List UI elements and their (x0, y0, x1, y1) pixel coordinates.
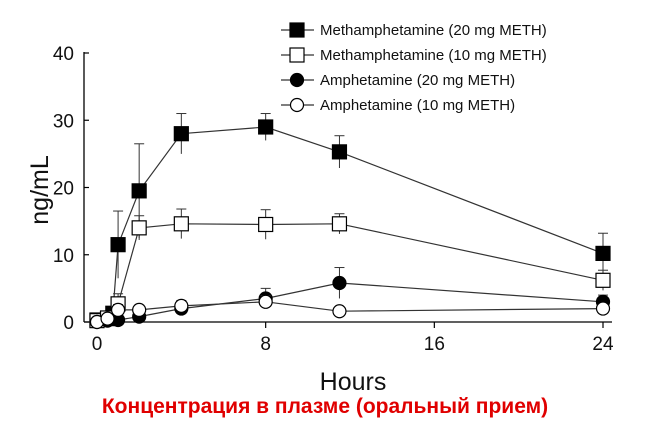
data-point (173, 216, 189, 232)
data-point (595, 272, 611, 288)
x-ticks: 0 8 16 24 (92, 322, 614, 355)
data-point (331, 144, 348, 160)
x-tick-label: 0 (92, 334, 103, 355)
y-tick-label: 10 (53, 246, 74, 267)
data-point (173, 126, 189, 142)
data-point (131, 220, 147, 236)
x-tick-label: 24 (592, 334, 614, 355)
series-line (96, 301, 604, 323)
y-ticks: 0 10 20 30 40 (53, 44, 89, 334)
legend-label: Methamphetamine (20 mg METH) (320, 22, 547, 39)
data-point (595, 245, 611, 262)
legend-label: Amphetamine (20 mg METH) (320, 72, 515, 89)
legend: Methamphetamine (20 mg METH) Methamphetam… (281, 22, 547, 114)
data-point (110, 237, 126, 253)
data-point (110, 302, 126, 317)
data-point (332, 275, 347, 291)
y-tick-label: 20 (53, 179, 74, 200)
x-tick-label: 8 (260, 334, 271, 355)
legend-marker (289, 22, 305, 38)
series-3 (89, 267, 611, 330)
y-tick-label: 30 (53, 111, 74, 132)
series-4 (89, 294, 611, 330)
legend-marker (289, 72, 305, 88)
data-point (595, 301, 611, 316)
data-point (331, 216, 348, 232)
data-point (131, 183, 147, 199)
x-tick-label: 16 (424, 334, 445, 355)
data-point (258, 216, 274, 233)
y-tick-label: 0 (63, 313, 74, 334)
data-point (258, 119, 274, 135)
data-point (174, 298, 189, 313)
legend-label: Methamphetamine (10 mg METH) (320, 47, 547, 64)
legend-marker (289, 97, 305, 113)
y-axis-title: ng/mL (26, 155, 54, 225)
y-tick-label: 40 (53, 44, 74, 65)
series-1 (89, 113, 611, 328)
series-line (96, 126, 604, 321)
data-point (258, 294, 273, 309)
legend-label: Amphetamine (10 mg METH) (320, 97, 515, 114)
legend-marker (289, 47, 305, 63)
caption: Концентрация в плазме (оральный прием) (101, 395, 549, 418)
data-point (100, 311, 115, 326)
x-axis-title: Hours (320, 368, 387, 396)
data-point (132, 302, 147, 317)
series-line (96, 282, 604, 323)
series-layer (89, 113, 611, 330)
data-point (332, 304, 347, 319)
